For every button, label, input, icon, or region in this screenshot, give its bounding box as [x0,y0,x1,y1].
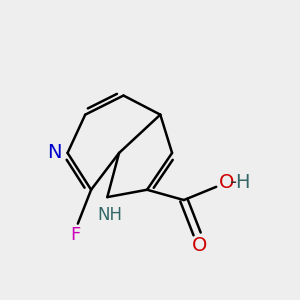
Text: O: O [219,173,234,192]
Text: -: - [230,173,238,192]
Text: F: F [70,226,80,244]
Text: H: H [235,173,249,192]
Text: O: O [192,236,208,255]
Text: NH: NH [98,206,123,224]
Text: N: N [47,143,62,162]
